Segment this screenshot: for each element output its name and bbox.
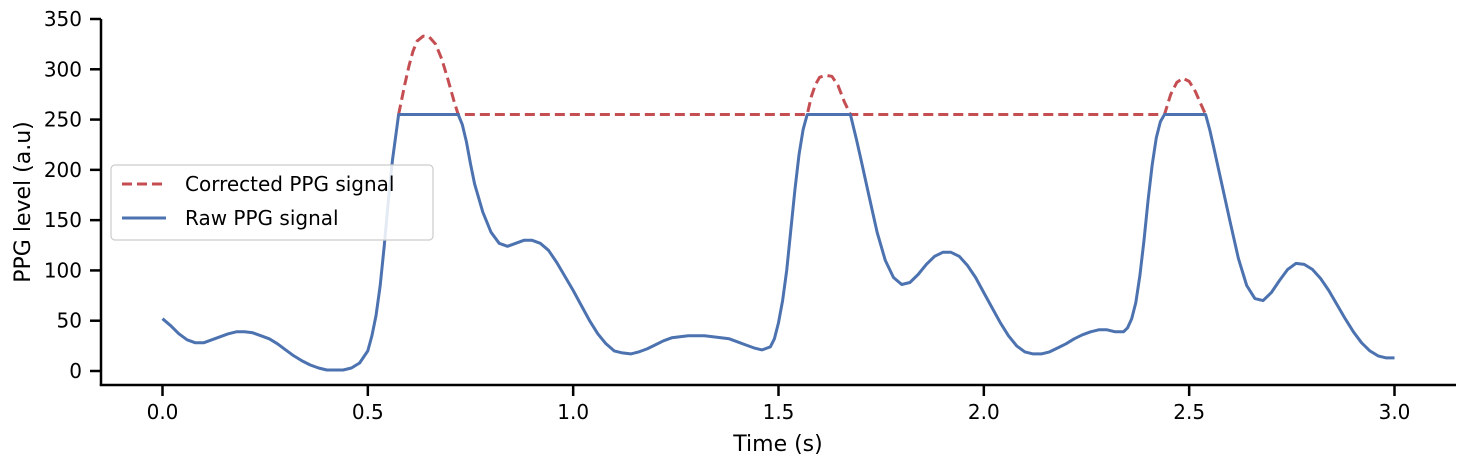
y-tick-label-50: 50 [57,309,82,333]
y-tick-label-250: 250 [44,108,82,132]
y-tick-label-200: 200 [44,158,82,182]
series-line-corrected [397,34,1207,116]
y-tick-label-0: 0 [69,359,82,383]
x-tick-label-1.5: 1.5 [763,400,795,424]
y-tick-label-350: 350 [44,7,82,31]
y-tick-label-300: 300 [44,57,82,81]
y-tick-label-100: 100 [44,258,82,282]
x-axis-title: Time (s) [732,432,822,457]
y-tick-label-150: 150 [44,208,82,232]
series-line-raw [161,113,1395,372]
y-ticks: 0 50 100 150 200 250 300 350 [44,7,101,383]
x-tick-label-0.5: 0.5 [352,400,384,424]
y-axis-title: PPG level (a.u) [11,121,36,282]
legend-box [110,164,434,241]
x-tick-label-0.0: 0.0 [147,400,179,424]
x-tick-label-2.5: 2.5 [1173,400,1205,424]
legend-label-raw: Raw PPG signal [185,206,339,230]
legend: Corrected PPG signal Raw PPG signal [110,164,434,241]
x-tick-label-3.0: 3.0 [1379,400,1411,424]
legend-label-corrected: Corrected PPG signal [185,172,395,196]
x-tick-label-2.0: 2.0 [968,400,1000,424]
plot-lines [161,34,1395,372]
x-ticks: 0.0 0.5 1.0 1.5 2.0 2.5 3.0 [147,385,1411,424]
x-tick-label-1.0: 1.0 [557,400,589,424]
